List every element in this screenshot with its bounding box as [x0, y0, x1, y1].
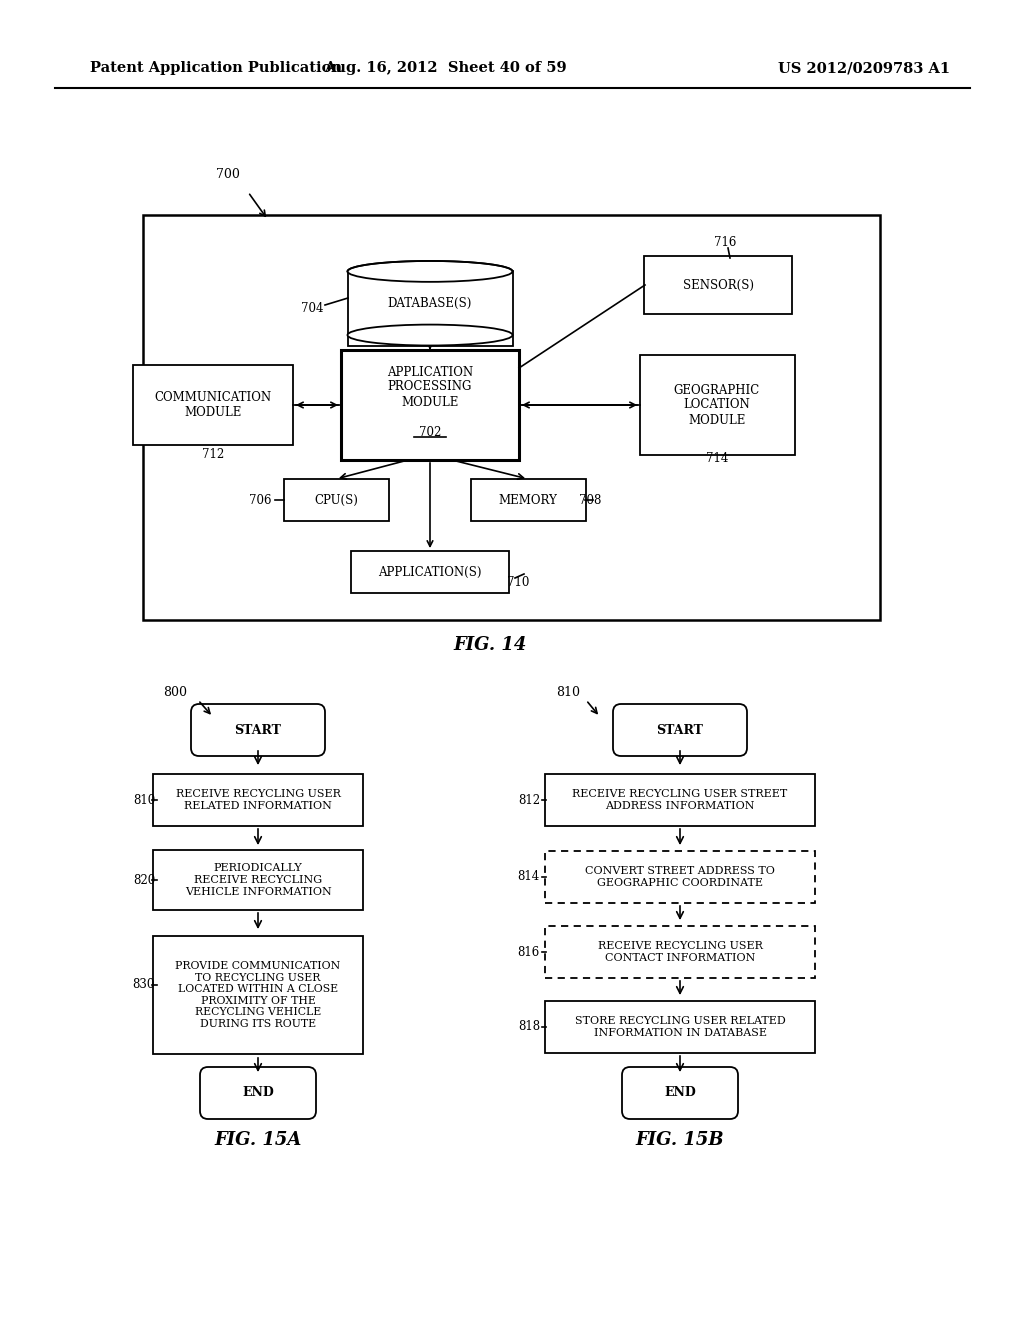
Text: END: END — [242, 1086, 273, 1100]
Bar — [153, 774, 362, 826]
Text: 704: 704 — [300, 301, 323, 314]
Text: 712: 712 — [202, 449, 224, 462]
Text: APPLICATION
PROCESSING
MODULE: APPLICATION PROCESSING MODULE — [387, 366, 473, 408]
Bar — [470, 479, 586, 521]
Bar — [284, 479, 388, 521]
Text: 716: 716 — [714, 235, 736, 248]
Text: RECEIVE RECYCLING USER STREET
ADDRESS INFORMATION: RECEIVE RECYCLING USER STREET ADDRESS IN… — [572, 789, 787, 810]
Text: MEMORY: MEMORY — [499, 494, 557, 507]
Text: 708: 708 — [579, 494, 601, 507]
Text: 714: 714 — [706, 451, 728, 465]
Text: US 2012/0209783 A1: US 2012/0209783 A1 — [778, 61, 950, 75]
Bar — [153, 936, 362, 1053]
Text: FIG. 15A: FIG. 15A — [214, 1131, 302, 1148]
Text: 816: 816 — [518, 945, 540, 958]
Text: FIG. 15B: FIG. 15B — [636, 1131, 724, 1148]
Ellipse shape — [347, 325, 512, 346]
Text: CPU(S): CPU(S) — [314, 494, 358, 507]
Text: CONVERT STREET ADDRESS TO
GEOGRAPHIC COORDINATE: CONVERT STREET ADDRESS TO GEOGRAPHIC COO… — [585, 866, 775, 888]
Text: 814: 814 — [518, 870, 540, 883]
Text: 810: 810 — [556, 686, 580, 700]
FancyBboxPatch shape — [200, 1067, 316, 1119]
Text: 706: 706 — [250, 494, 272, 507]
Text: 830: 830 — [133, 978, 155, 991]
Text: 800: 800 — [163, 686, 187, 700]
Text: 710: 710 — [507, 576, 529, 589]
Bar — [133, 366, 293, 445]
Text: RECEIVE RECYCLING USER
RELATED INFORMATION: RECEIVE RECYCLING USER RELATED INFORMATI… — [175, 789, 340, 810]
Bar — [640, 355, 795, 455]
Text: 820: 820 — [133, 874, 155, 887]
Bar — [545, 851, 815, 903]
FancyBboxPatch shape — [613, 704, 746, 756]
Bar — [153, 850, 362, 909]
Text: START: START — [656, 723, 703, 737]
Bar — [347, 272, 512, 346]
Text: RECEIVE RECYCLING USER
CONTACT INFORMATION: RECEIVE RECYCLING USER CONTACT INFORMATI… — [598, 941, 763, 962]
Text: 810: 810 — [133, 793, 155, 807]
FancyBboxPatch shape — [191, 704, 325, 756]
Bar — [644, 256, 792, 314]
Text: 702: 702 — [419, 426, 441, 440]
Text: FIG. 14: FIG. 14 — [454, 636, 526, 653]
Bar — [341, 350, 519, 459]
Text: END: END — [665, 1086, 696, 1100]
Bar — [545, 1001, 815, 1053]
Text: PERIODICALLY
RECEIVE RECYCLING
VEHICLE INFORMATION: PERIODICALLY RECEIVE RECYCLING VEHICLE I… — [184, 863, 332, 896]
Text: PROVIDE COMMUNICATION
TO RECYCLING USER
LOCATED WITHIN A CLOSE
PROXIMITY OF THE
: PROVIDE COMMUNICATION TO RECYCLING USER … — [175, 961, 341, 1030]
Text: STORE RECYCLING USER RELATED
INFORMATION IN DATABASE: STORE RECYCLING USER RELATED INFORMATION… — [574, 1016, 785, 1038]
Bar — [143, 215, 880, 620]
Text: COMMUNICATION
MODULE: COMMUNICATION MODULE — [155, 391, 271, 418]
Text: APPLICATION(S): APPLICATION(S) — [378, 565, 481, 578]
Bar — [545, 927, 815, 978]
FancyBboxPatch shape — [622, 1067, 738, 1119]
Text: 700: 700 — [216, 169, 240, 181]
Text: 818: 818 — [518, 1020, 540, 1034]
Text: Aug. 16, 2012  Sheet 40 of 59: Aug. 16, 2012 Sheet 40 of 59 — [324, 61, 566, 75]
Text: START: START — [234, 723, 282, 737]
Text: DATABASE(S): DATABASE(S) — [388, 297, 472, 309]
Text: Patent Application Publication: Patent Application Publication — [90, 61, 342, 75]
Text: 812: 812 — [518, 793, 540, 807]
Bar — [351, 550, 509, 593]
Ellipse shape — [347, 261, 512, 282]
Bar — [545, 774, 815, 826]
Text: SENSOR(S): SENSOR(S) — [683, 279, 754, 292]
Text: GEOGRAPHIC
LOCATION
MODULE: GEOGRAPHIC LOCATION MODULE — [674, 384, 760, 426]
